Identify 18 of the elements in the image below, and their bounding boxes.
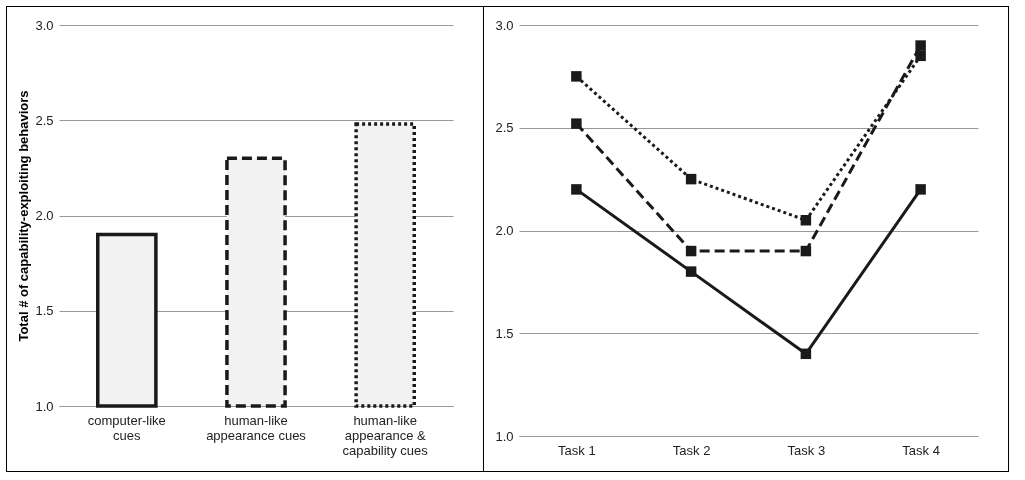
y-tick-label: 2.0 (35, 208, 54, 223)
y-tick-label: 2.0 (495, 223, 514, 238)
y-tick-label: 1.0 (35, 398, 54, 414)
y-tick-label: 3.0 (495, 17, 514, 33)
y-tick-label: 1.5 (495, 325, 514, 341)
x-tick-label: Task 1 (558, 442, 596, 458)
y-tick-label: 2.5 (35, 112, 54, 128)
y-axis-title: Total # of capability-exploiting behaviors (16, 90, 32, 342)
x-tick-label: human-like appearance & capability cues (342, 412, 429, 458)
x-tick-label: Task 2 (672, 442, 711, 458)
x-tick-label: Task 3 (787, 442, 826, 458)
x-tick-label: human-like appearance cues (206, 412, 307, 443)
y-tick-label: 3.0 (35, 17, 54, 33)
x-tick-label: computer-like cues (87, 412, 166, 443)
x-tick-label: Task 4 (902, 442, 940, 458)
y-tick-label: 1.0 (495, 428, 514, 444)
y-tick-label: 2.5 (495, 120, 514, 136)
y-tick-label: 1.5 (35, 303, 54, 319)
